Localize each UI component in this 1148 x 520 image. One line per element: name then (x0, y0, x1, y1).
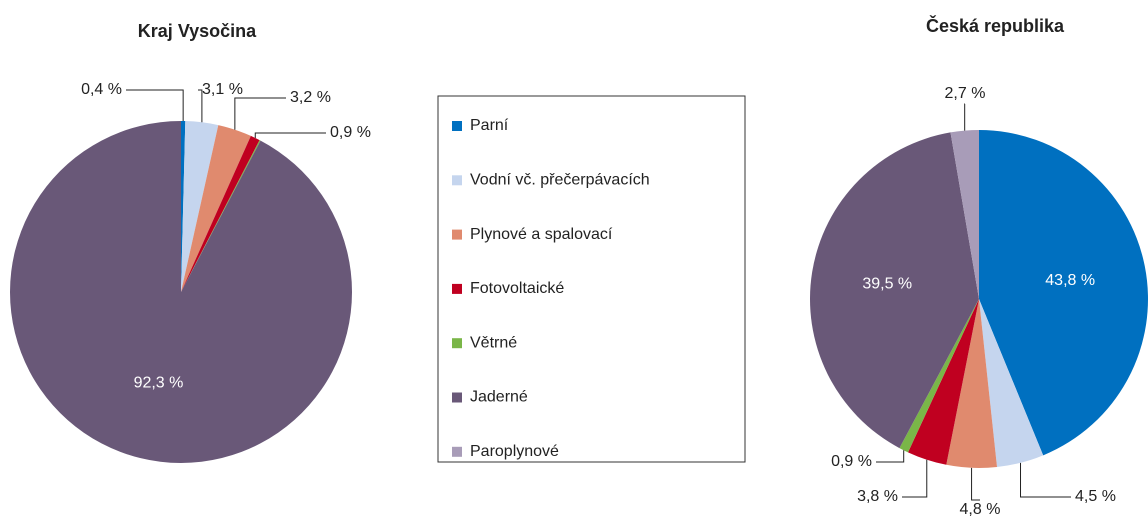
legend-swatch (452, 338, 462, 349)
data-label: 0,4 % (81, 81, 122, 98)
leader-line (1020, 462, 1071, 498)
pie-slice (979, 299, 1044, 468)
data-label: 4,5 % (1075, 488, 1116, 505)
pie-slice (979, 130, 1148, 456)
pie-slice (950, 130, 979, 299)
pie-slice (899, 299, 979, 453)
leader-line (198, 89, 203, 123)
leader-line (971, 467, 980, 501)
data-label: 3,2 % (290, 89, 331, 106)
chart-title: Kraj Vysočina (138, 21, 257, 41)
pie-slice (908, 299, 979, 465)
pie-slice (810, 132, 979, 449)
leader-line (902, 459, 928, 498)
legend-label: Větrné (470, 334, 517, 351)
legend-swatch (452, 446, 462, 457)
legend-swatch (452, 175, 462, 186)
leader-line (254, 132, 326, 138)
pie-slice (181, 140, 261, 292)
legend-label: Paroplynové (470, 443, 559, 460)
data-label: 43,8 % (1045, 272, 1095, 289)
leader-line (126, 89, 184, 122)
data-label: 3,1 % (202, 81, 243, 98)
legend-swatch (452, 121, 462, 131)
pie-slice (181, 121, 219, 292)
legend-label: Vodní vč. přečerpávacích (470, 172, 650, 189)
pie-slice (181, 121, 186, 292)
pie-slice (181, 135, 260, 292)
legend-label: Parní (470, 117, 509, 134)
pie-slice (9, 121, 352, 463)
data-label: 92,3 % (134, 375, 184, 392)
pie-slice (946, 299, 998, 469)
leader-line (876, 450, 905, 463)
leader-line (234, 97, 286, 130)
data-label: 39,5 % (862, 275, 912, 292)
legend-swatch (452, 283, 462, 294)
legend-swatch (452, 392, 462, 403)
legend-label: Plynové a spalovací (470, 226, 613, 243)
legend-label: Fotovoltaické (470, 280, 564, 297)
data-label: 0,9 % (330, 124, 371, 141)
data-label: 2,7 % (945, 85, 986, 102)
legend-swatch (452, 229, 462, 240)
pie-slice (181, 125, 251, 293)
legend-box (437, 95, 746, 463)
data-label: 4,8 % (960, 501, 1001, 518)
legend-label: Jaderné (470, 389, 528, 406)
chart-title: Česká republika (926, 15, 1065, 36)
data-label: 3,8 % (857, 488, 898, 505)
data-label: 0,9 % (831, 453, 872, 470)
